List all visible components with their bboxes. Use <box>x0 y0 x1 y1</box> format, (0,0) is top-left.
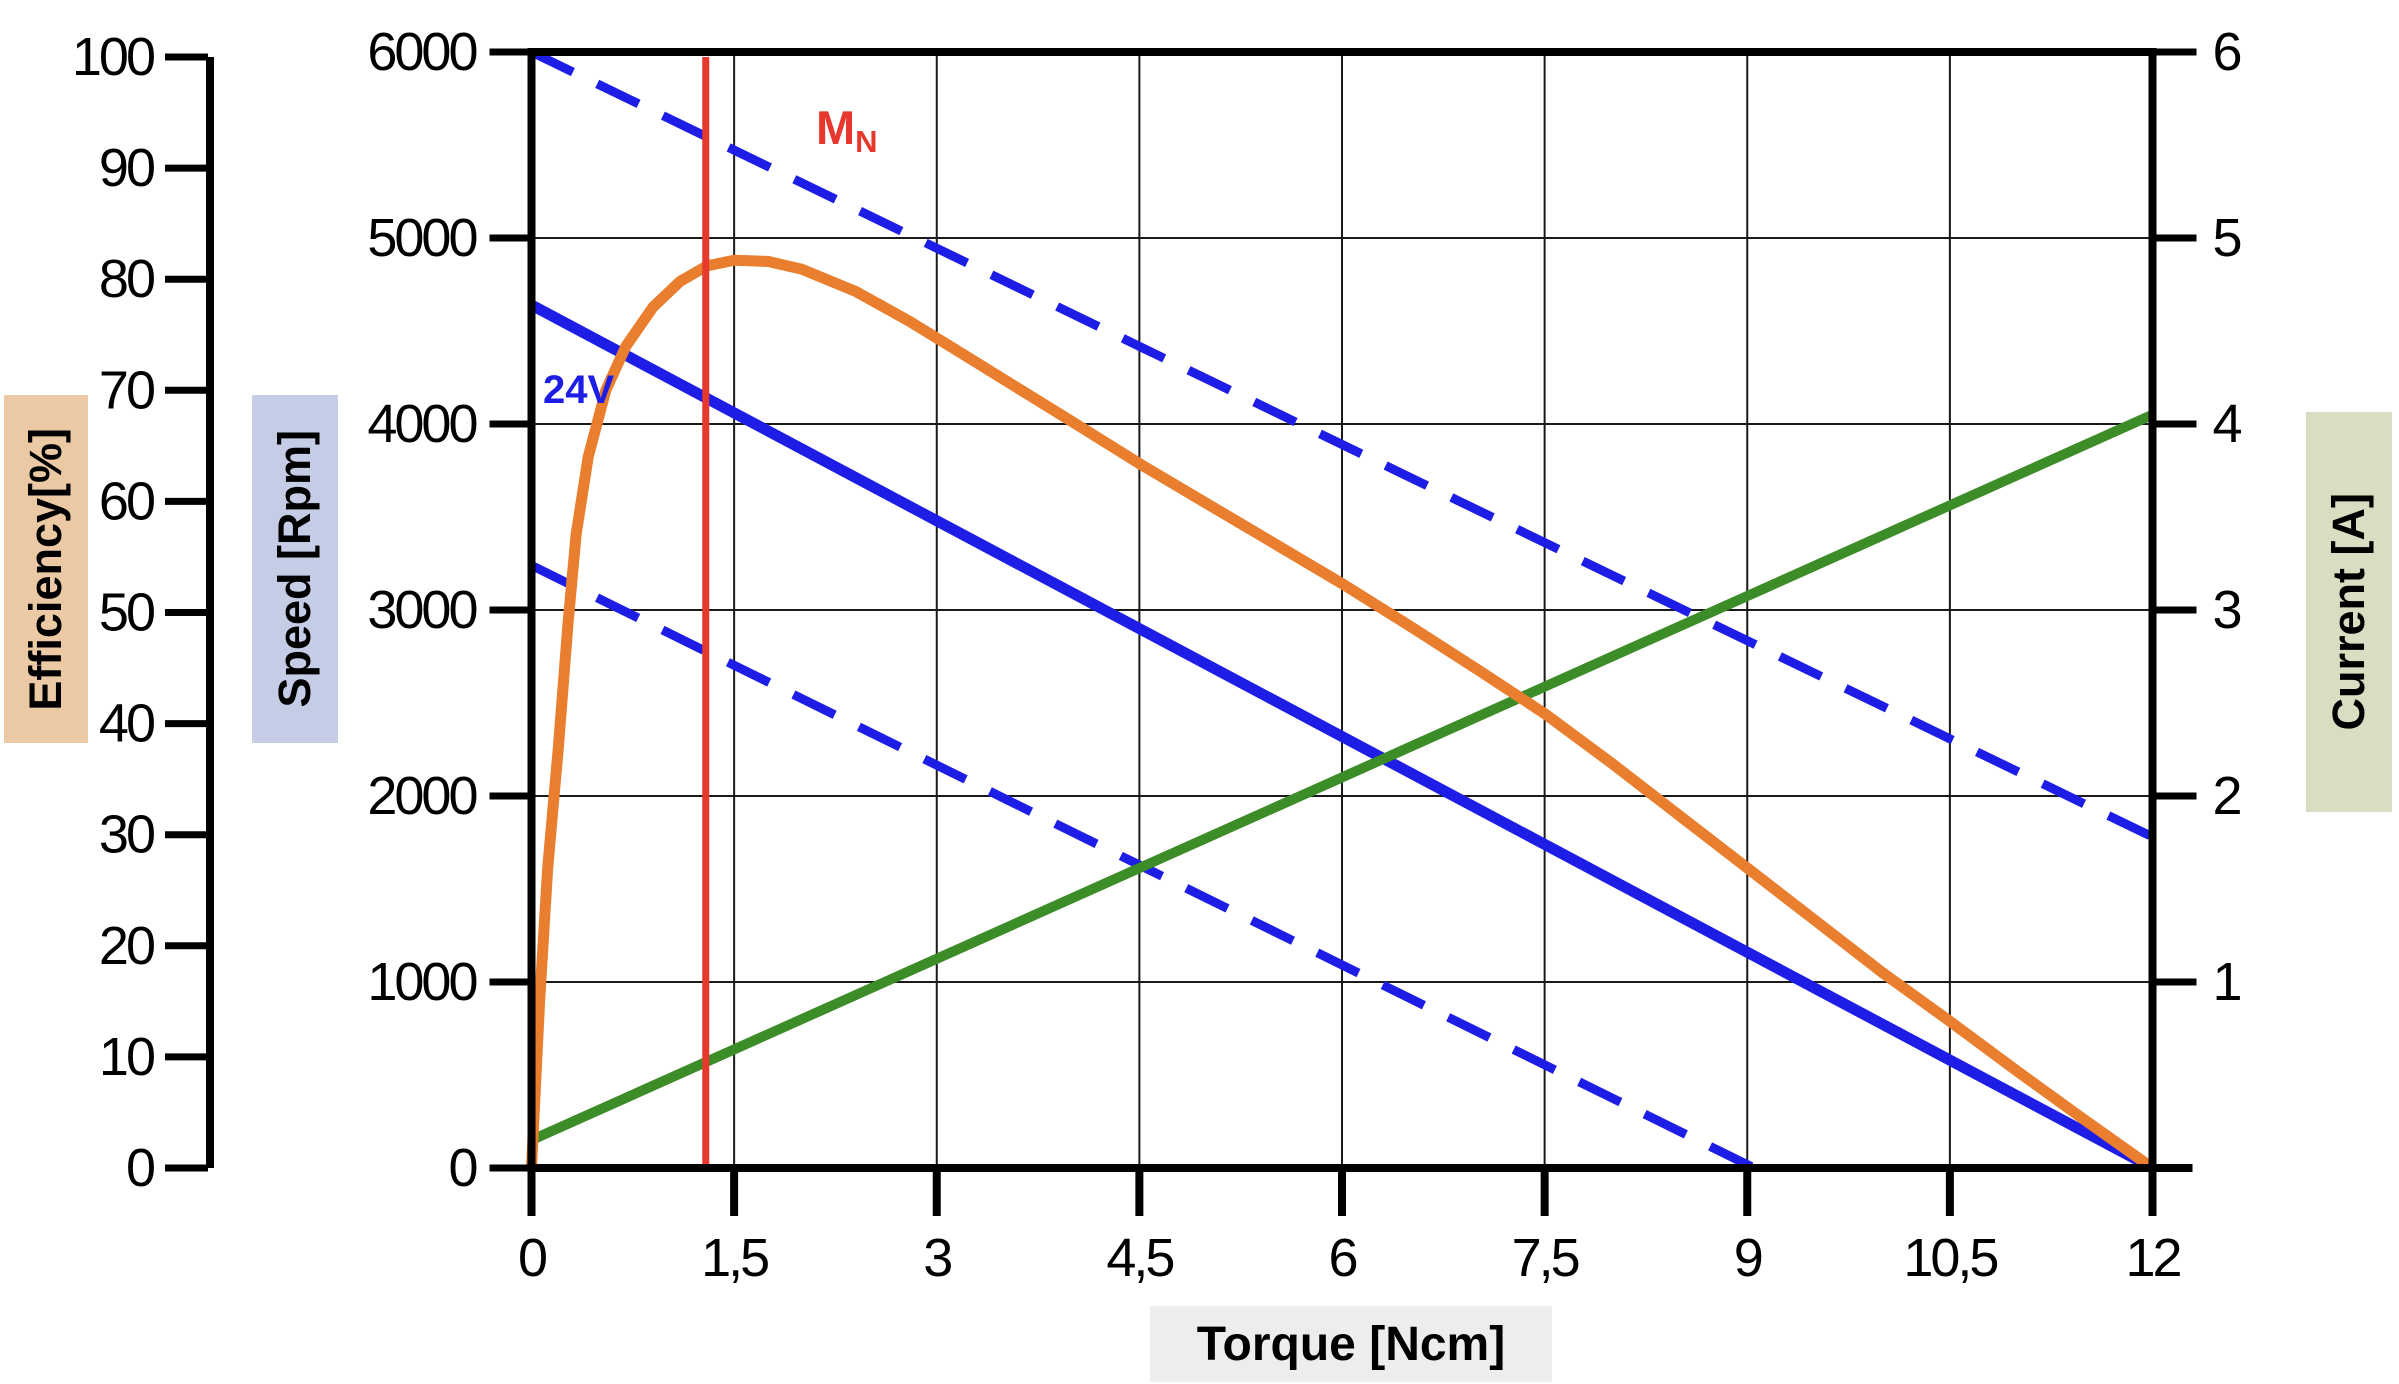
current-tick-label: 5 <box>2213 208 2241 268</box>
nominal-torque-annotation-sub: N <box>855 124 878 159</box>
torque-axis-title-text: Torque [Ncm] <box>1196 1317 1506 1371</box>
efficiency-tick-label: 0 <box>126 1138 154 1198</box>
efficiency-tick-label: 100 <box>72 27 154 87</box>
torque-tick-label: 6 <box>1328 1228 1356 1288</box>
speed-tick-label: 6000 <box>367 22 476 82</box>
torque-tick-label: 4,5 <box>1106 1228 1173 1288</box>
series-speed-torque-24v <box>528 300 2156 1173</box>
efficiency-tick-label: 90 <box>99 138 154 198</box>
current-tick-label: 3 <box>2213 580 2241 640</box>
speed-tick-label: 3000 <box>367 580 476 640</box>
series-speed-tolerance-upper <box>529 47 2155 841</box>
nominal-torque-annotation: MN <box>816 100 878 160</box>
speed-tick-label: 1000 <box>367 952 476 1012</box>
speed-axis-title: Speed [Rpm] <box>252 395 338 743</box>
current-tick-label: 2 <box>2213 766 2241 826</box>
torque-tick-label: 3 <box>923 1228 951 1288</box>
speed-axis-title-text: Speed [Rpm] <box>269 430 320 708</box>
current-tick-label: 4 <box>2213 394 2242 454</box>
torque-tick-label: 7,5 <box>1512 1228 1579 1288</box>
speed-tick-label: 0 <box>448 1138 476 1198</box>
efficiency-axis-title-text: Efficiency[%] <box>20 427 71 711</box>
current-tick-label: 1 <box>2213 952 2241 1012</box>
efficiency-tick-label: 40 <box>99 694 154 754</box>
torque-tick-label: 0 <box>518 1228 546 1288</box>
torque-tick-label: 10,5 <box>1903 1228 1997 1288</box>
speed-tick-label: 4000 <box>367 394 476 454</box>
torque-tick-label: 1,5 <box>701 1228 768 1288</box>
series-efficiency-torque <box>526 254 2156 1173</box>
efficiency-tick-label: 30 <box>99 805 154 865</box>
efficiency-axis-title: Efficiency[%] <box>4 395 88 743</box>
efficiency-tick-label: 20 <box>99 916 154 976</box>
current-axis-title: Current [A] <box>2306 412 2392 812</box>
efficiency-tick-label: 10 <box>99 1027 154 1087</box>
series-current-torque <box>529 410 2155 1145</box>
voltage-annotation: 24V <box>543 368 614 413</box>
efficiency-tick-label: 60 <box>99 471 154 531</box>
torque-axis-title: Torque [Ncm] <box>1150 1306 1552 1382</box>
current-tick-label: 6 <box>2213 22 2241 82</box>
speed-tick-label: 5000 <box>367 208 476 268</box>
plot-border <box>527 48 2157 1172</box>
efficiency-tick-label: 70 <box>99 360 154 420</box>
torque-tick-label: 9 <box>1734 1228 1762 1288</box>
efficiency-tick-label: 50 <box>99 583 154 643</box>
efficiency-tick-label: 80 <box>99 249 154 309</box>
voltage-annotation-text: 24V <box>543 368 615 412</box>
nominal-torque-annotation-main: M <box>816 101 856 154</box>
current-axis-title-text: Current [A] <box>2323 493 2374 731</box>
torque-tick-label: 12 <box>2125 1228 2180 1288</box>
speed-tick-label: 2000 <box>367 766 476 826</box>
